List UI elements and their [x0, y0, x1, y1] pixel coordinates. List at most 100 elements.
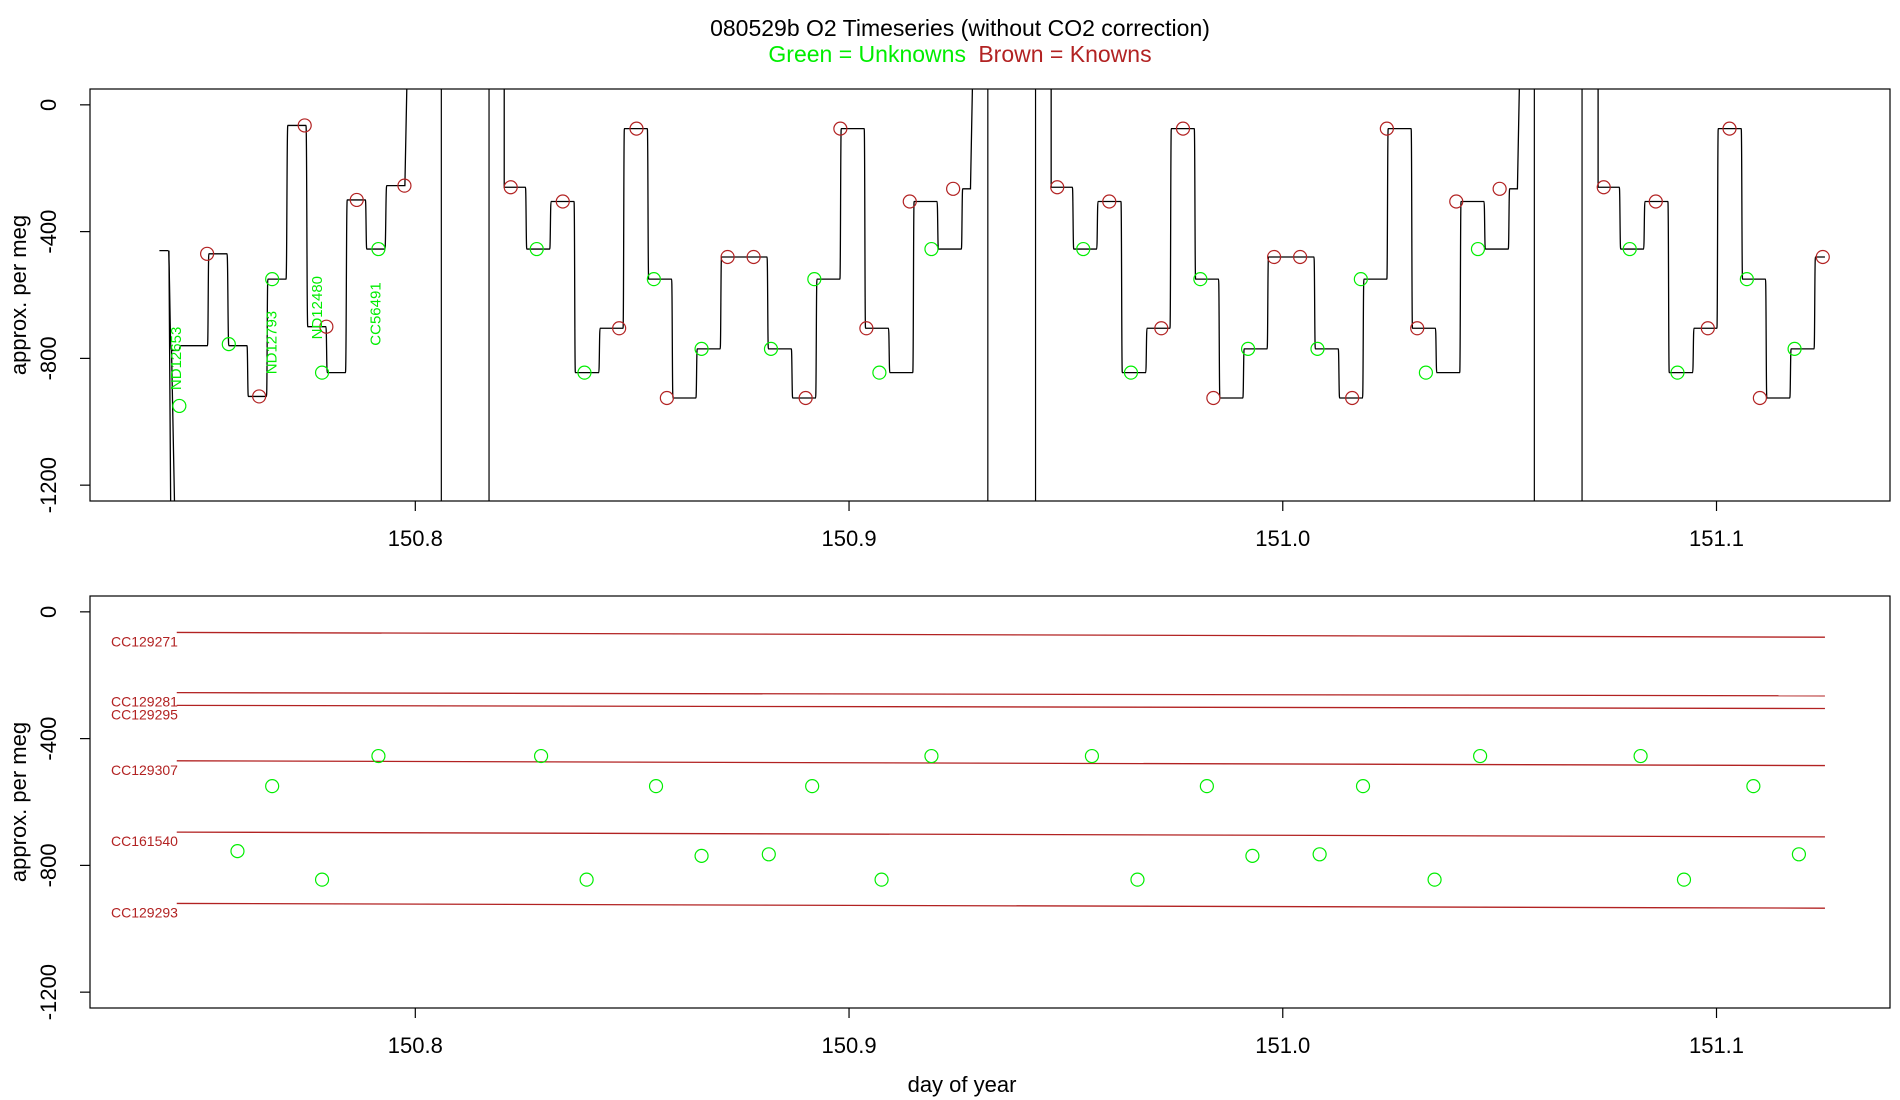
- bottom-y-tick-label: -800: [36, 843, 61, 887]
- known-reference-line: [176, 704, 1825, 710]
- top-plot-frame: [89, 88, 1891, 502]
- legend-caption: Green = Unknowns Brown = Knowns: [768, 41, 1151, 67]
- known-marker: [1815, 249, 1830, 265]
- unknown-marker: [1310, 341, 1325, 356]
- unknown-marker: [371, 241, 386, 257]
- unknown-marker: [1123, 365, 1139, 380]
- known-marker: [833, 121, 848, 136]
- trace-segment: [503, 89, 974, 399]
- unknown-marker: [1076, 241, 1091, 257]
- bottom-y-tick-label: 0: [36, 606, 61, 618]
- known-marker: [946, 181, 961, 196]
- unknown-marker: [763, 341, 779, 356]
- panel-bottom-summary: approx. per meg day of year 0 -400 -800 -12…: [6, 595, 1891, 1097]
- known-marker: [1206, 390, 1221, 406]
- unknown-marker: [646, 272, 661, 287]
- chart-title: 080529b O2 Timeseries (without CO2 corre…: [710, 15, 1210, 41]
- unknown-marker: [1622, 241, 1637, 257]
- unknown-marker: [924, 241, 939, 257]
- known-line-label: CC161540: [111, 833, 178, 849]
- known-marker: [319, 319, 334, 334]
- known-marker: [859, 321, 874, 336]
- bottom-x-tick-label: 150.8: [388, 1033, 443, 1058]
- known-line-label: CC129295: [111, 706, 178, 722]
- top-annotations: ND12653 ND12793 ND12480 CC56491: [168, 276, 385, 390]
- known-marker: [1379, 121, 1394, 136]
- known-marker: [798, 390, 813, 406]
- top-y-axis-title: approx. per meg: [6, 215, 31, 375]
- known-marker: [1293, 249, 1308, 265]
- bottom-unknown-markers: [230, 748, 1807, 887]
- unknown-marker: [924, 748, 939, 764]
- legend-knowns: Brown = Knowns: [978, 41, 1151, 67]
- trace-start-spike: [168, 250, 176, 501]
- unknown-marker: [265, 779, 280, 794]
- unknown-marker: [314, 365, 330, 380]
- known-reference-line: [176, 631, 1825, 638]
- bottom-x-tick-label: 151.1: [1689, 1033, 1744, 1058]
- known-marker: [503, 180, 518, 195]
- bottom-x-tick-label: 151.0: [1255, 1033, 1310, 1058]
- bottom-x-axis-title: day of year: [908, 1072, 1017, 1097]
- sample-annotation: CC56491: [368, 282, 385, 345]
- known-line-label: CC129293: [111, 904, 178, 920]
- known-marker: [902, 194, 917, 209]
- known-marker: [200, 246, 215, 261]
- unknown-marker: [1312, 847, 1327, 862]
- known-marker: [397, 178, 412, 193]
- unknown-marker: [1240, 341, 1256, 356]
- unknown-marker: [1473, 748, 1488, 764]
- unknown-marker: [761, 847, 776, 862]
- known-marker: [349, 192, 364, 208]
- trace-segment: [1050, 89, 1520, 399]
- sample-annotation: ND12480: [309, 276, 326, 339]
- top-y-tick-label: 0: [36, 99, 61, 111]
- bottom-y-tick-label: -1200: [36, 964, 61, 1020]
- known-marker: [1648, 194, 1663, 209]
- trace-segment: [159, 89, 408, 398]
- unknown-marker: [314, 872, 330, 887]
- known-reference-line: [176, 902, 1825, 909]
- unknown-marker: [172, 398, 187, 414]
- unknown-marker: [577, 365, 592, 380]
- unknown-marker: [265, 272, 280, 287]
- trace-segment: [1597, 89, 1825, 399]
- unknown-marker: [694, 341, 709, 356]
- known-line-label: CC129281: [111, 694, 178, 710]
- top-y-tick-label: -1200: [36, 457, 61, 513]
- unknown-marker: [533, 748, 549, 764]
- unknown-marker: [1670, 365, 1685, 380]
- unknown-marker: [221, 337, 236, 352]
- known-marker: [1175, 121, 1191, 136]
- unknown-marker: [1355, 779, 1371, 794]
- top-y-tick-label: -800: [36, 336, 61, 380]
- top-x-tick-label: 151.1: [1689, 526, 1744, 551]
- unknown-marker: [1427, 872, 1442, 887]
- known-marker: [1154, 321, 1169, 336]
- top-trace: [159, 89, 1825, 501]
- known-marker: [629, 121, 644, 136]
- known-marker: [612, 321, 627, 336]
- unknown-marker: [1199, 779, 1214, 794]
- sample-annotation: ND12653: [168, 327, 185, 390]
- bottom-plot-frame: [89, 595, 1891, 1009]
- sample-annotation: ND12793: [264, 311, 281, 374]
- top-x-tick-label: 150.8: [388, 526, 443, 551]
- unknown-marker: [1245, 848, 1260, 863]
- known-reference-line: [176, 760, 1825, 767]
- unknown-marker: [807, 272, 822, 287]
- unknown-marker: [872, 365, 887, 380]
- top-known-markers: [200, 118, 1830, 406]
- known-marker: [1345, 390, 1360, 406]
- bottom-x-tick-label: 150.9: [822, 1033, 877, 1058]
- known-reference-line: [176, 692, 1825, 697]
- known-line-label: CC129307: [111, 762, 178, 778]
- top-x-tick-label: 151.0: [1255, 526, 1310, 551]
- known-marker: [252, 389, 267, 404]
- known-line-label: CC129271: [111, 633, 178, 649]
- unknown-marker: [1193, 272, 1208, 287]
- unknown-marker: [1739, 272, 1754, 287]
- unknown-marker: [805, 779, 820, 794]
